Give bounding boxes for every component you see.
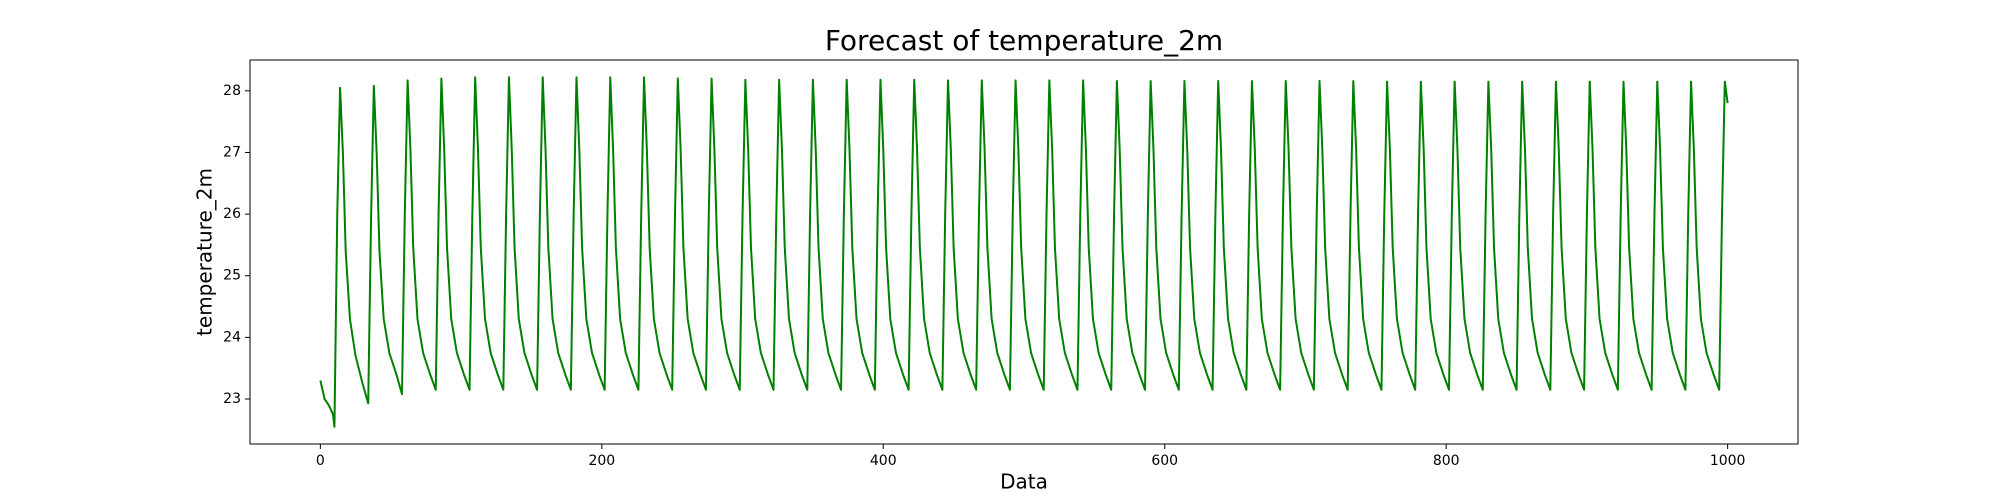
x-tick-label: 800 bbox=[1433, 453, 1460, 469]
plot-frame bbox=[249, 59, 1799, 445]
chart-title: Forecast of temperature_2m bbox=[825, 24, 1223, 57]
y-axis-label: temperature_2m bbox=[193, 168, 217, 336]
data-line bbox=[319, 76, 1729, 428]
y-tick-label: 23 bbox=[223, 391, 241, 407]
x-tick-label: 200 bbox=[588, 453, 615, 469]
y-tick-label: 24 bbox=[223, 329, 241, 345]
x-tick-label: 1000 bbox=[1710, 453, 1746, 469]
x-axis-label: Data bbox=[1000, 470, 1048, 494]
y-tick-label: 27 bbox=[223, 144, 241, 160]
y-tick-label: 28 bbox=[223, 83, 241, 99]
y-tick-label: 25 bbox=[223, 268, 241, 284]
y-tick-label: 26 bbox=[223, 206, 241, 222]
x-tick-label: 600 bbox=[1151, 453, 1178, 469]
x-tick-label: 0 bbox=[316, 453, 325, 469]
x-tick-label: 400 bbox=[870, 453, 897, 469]
